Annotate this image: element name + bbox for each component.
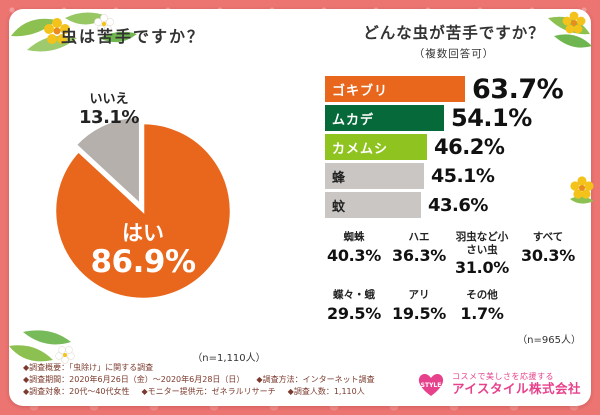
pie-chart-title: 虫は苦手ですか？: [61, 27, 206, 46]
other-insect-item: すべて 30.3%: [519, 231, 577, 277]
survey-note-row: ◆調査期間：2020年6月26日（金）～2020年6月28日（日） ◆調査方法：イ…: [23, 374, 375, 386]
pie-slice-yes-label: はい: [122, 221, 164, 245]
other-insect-label: 蜘蛛: [343, 231, 365, 243]
pie-slice: [73, 115, 142, 208]
other-insect-label: 羽虫など小さい虫: [455, 231, 509, 256]
pie-slice: [53, 121, 233, 301]
bar-label: ムカデ: [332, 112, 375, 128]
bar-value: 45.1%: [431, 165, 495, 187]
pie-slice-yes-value: 86.9%: [90, 244, 196, 281]
bar-rows: ゴキブリ 63.7% ムカデ 54.1% カメムシ 46.2% 蜂 45.1% 蚊 43.6%: [325, 73, 583, 218]
infographic-card: 虫は苦手ですか？ いいえ 13.1% はい 86.9% （n=1,110人） ど…: [9, 9, 594, 406]
pie-label-yes: はい 86.9%: [43, 221, 243, 281]
bar-chart-subtitle: （複数回答可）: [413, 48, 495, 60]
other-insect-label: アリ: [408, 289, 430, 302]
istyle-company-name: アイスタイル株式会社: [451, 381, 581, 397]
bar-row: カメムシ 46.2%: [325, 134, 583, 160]
survey-note: ◆調査概要：「虫除け」に関する調査: [23, 363, 154, 372]
others-grid: 蜘蛛 40.3% ハエ 36.3% 羽虫など小さい虫 31.0% すべて 30.3% 蝶々・蛾 2…: [325, 231, 583, 323]
other-insect-label: ハエ: [408, 231, 430, 243]
other-insect-item: 蜘蛛 40.3%: [325, 231, 383, 277]
bar-row: 蜂 45.1%: [325, 163, 583, 189]
survey-note: ◆調査方法：インターネット調査: [256, 375, 375, 384]
other-insect-value: 19.5%: [392, 303, 447, 323]
other-insect-value: 40.3%: [326, 245, 381, 265]
bar-chart-title: どんな虫が苦手ですか？: [363, 24, 545, 42]
other-insect-item: アリ 19.5%: [392, 289, 447, 323]
bar-label: 蚊: [332, 199, 347, 215]
istyle-logo: STYLE コスメで美しさを応援する アイスタイル株式会社: [416, 370, 581, 398]
istyle-heart-icon: STYLE: [418, 374, 444, 396]
other-insect-label: その他: [466, 289, 498, 302]
bar: 蚊: [325, 192, 421, 218]
bar-value: 54.1%: [451, 104, 532, 132]
bar-label: 蜂: [332, 170, 347, 186]
other-insect-label: 蝶々・蛾: [333, 289, 375, 302]
survey-note: ◆調査期間：2020年6月26日（金）～2020年6月28日（日）: [23, 375, 245, 384]
survey-note: ◆モニター提供元：ゼネラルリサーチ: [141, 387, 276, 396]
bar-chart-panel: どんな虫が苦手ですか？ （複数回答可） ゴキブリ 63.7% ムカデ 54.1% カメム…: [325, 21, 583, 346]
bar-label: ゴキブリ: [332, 83, 389, 99]
bar-sample-size: （n=965人）: [517, 334, 581, 346]
bar-label: カメムシ: [332, 141, 389, 157]
bar-row: ゴキブリ 63.7%: [325, 73, 583, 105]
other-insect-value: 29.5%: [326, 303, 381, 323]
other-insect-item: ハエ 36.3%: [392, 231, 447, 277]
pie-sample-size: （n=1,110人）: [192, 353, 266, 364]
istyle-brand-text: STYLE: [421, 382, 442, 389]
survey-notes: ◆調査概要：「虫除け」に関する調査 ◆調査期間：2020年6月26日（金）～202…: [23, 362, 375, 398]
survey-note: ◆調査対象：20代～40代女性: [23, 387, 130, 396]
bar-value: 63.7%: [472, 73, 564, 105]
pie-chart-svg: [53, 115, 233, 301]
bar: ムカデ: [325, 105, 444, 131]
bar: 蜂: [325, 163, 424, 189]
survey-note: ◆調査人数：1,110人: [287, 387, 365, 396]
bar: カメムシ: [325, 134, 427, 160]
pie-slice-no-label: いいえ: [89, 92, 129, 107]
bar-row: ムカデ 54.1%: [325, 104, 583, 132]
pie-chart: [43, 111, 243, 311]
other-insect-item: その他 1.7%: [455, 289, 509, 323]
pie-slice-no-value: 13.1%: [79, 106, 139, 128]
bar: ゴキブリ: [325, 76, 465, 102]
other-insect-value: 36.3%: [392, 245, 447, 265]
survey-note-row: ◆調査概要：「虫除け」に関する調査: [23, 362, 375, 374]
istyle-tagline: コスメで美しさを応援する: [451, 371, 554, 381]
other-insect-item: 羽虫など小さい虫 31.0%: [455, 231, 509, 277]
bar-value: 43.6%: [428, 194, 488, 216]
other-insect-value: 1.7%: [460, 303, 504, 323]
bar-value: 46.2%: [434, 135, 505, 159]
other-insect-item: 蝶々・蛾 29.5%: [325, 289, 383, 323]
other-insect-value: 31.0%: [455, 258, 510, 278]
other-insect-label: すべて: [532, 231, 564, 243]
survey-note-row: ◆調査対象：20代～40代女性 ◆モニター提供元：ゼネラルリサーチ ◆調査人数：1,…: [23, 386, 375, 398]
bar-row: 蚊 43.6%: [325, 192, 583, 218]
other-insect-value: 30.3%: [520, 245, 575, 265]
pie-label-no: いいえ 13.1%: [61, 92, 157, 129]
istyle-logo-text: コスメで美しさを応援する アイスタイル株式会社: [452, 372, 581, 397]
